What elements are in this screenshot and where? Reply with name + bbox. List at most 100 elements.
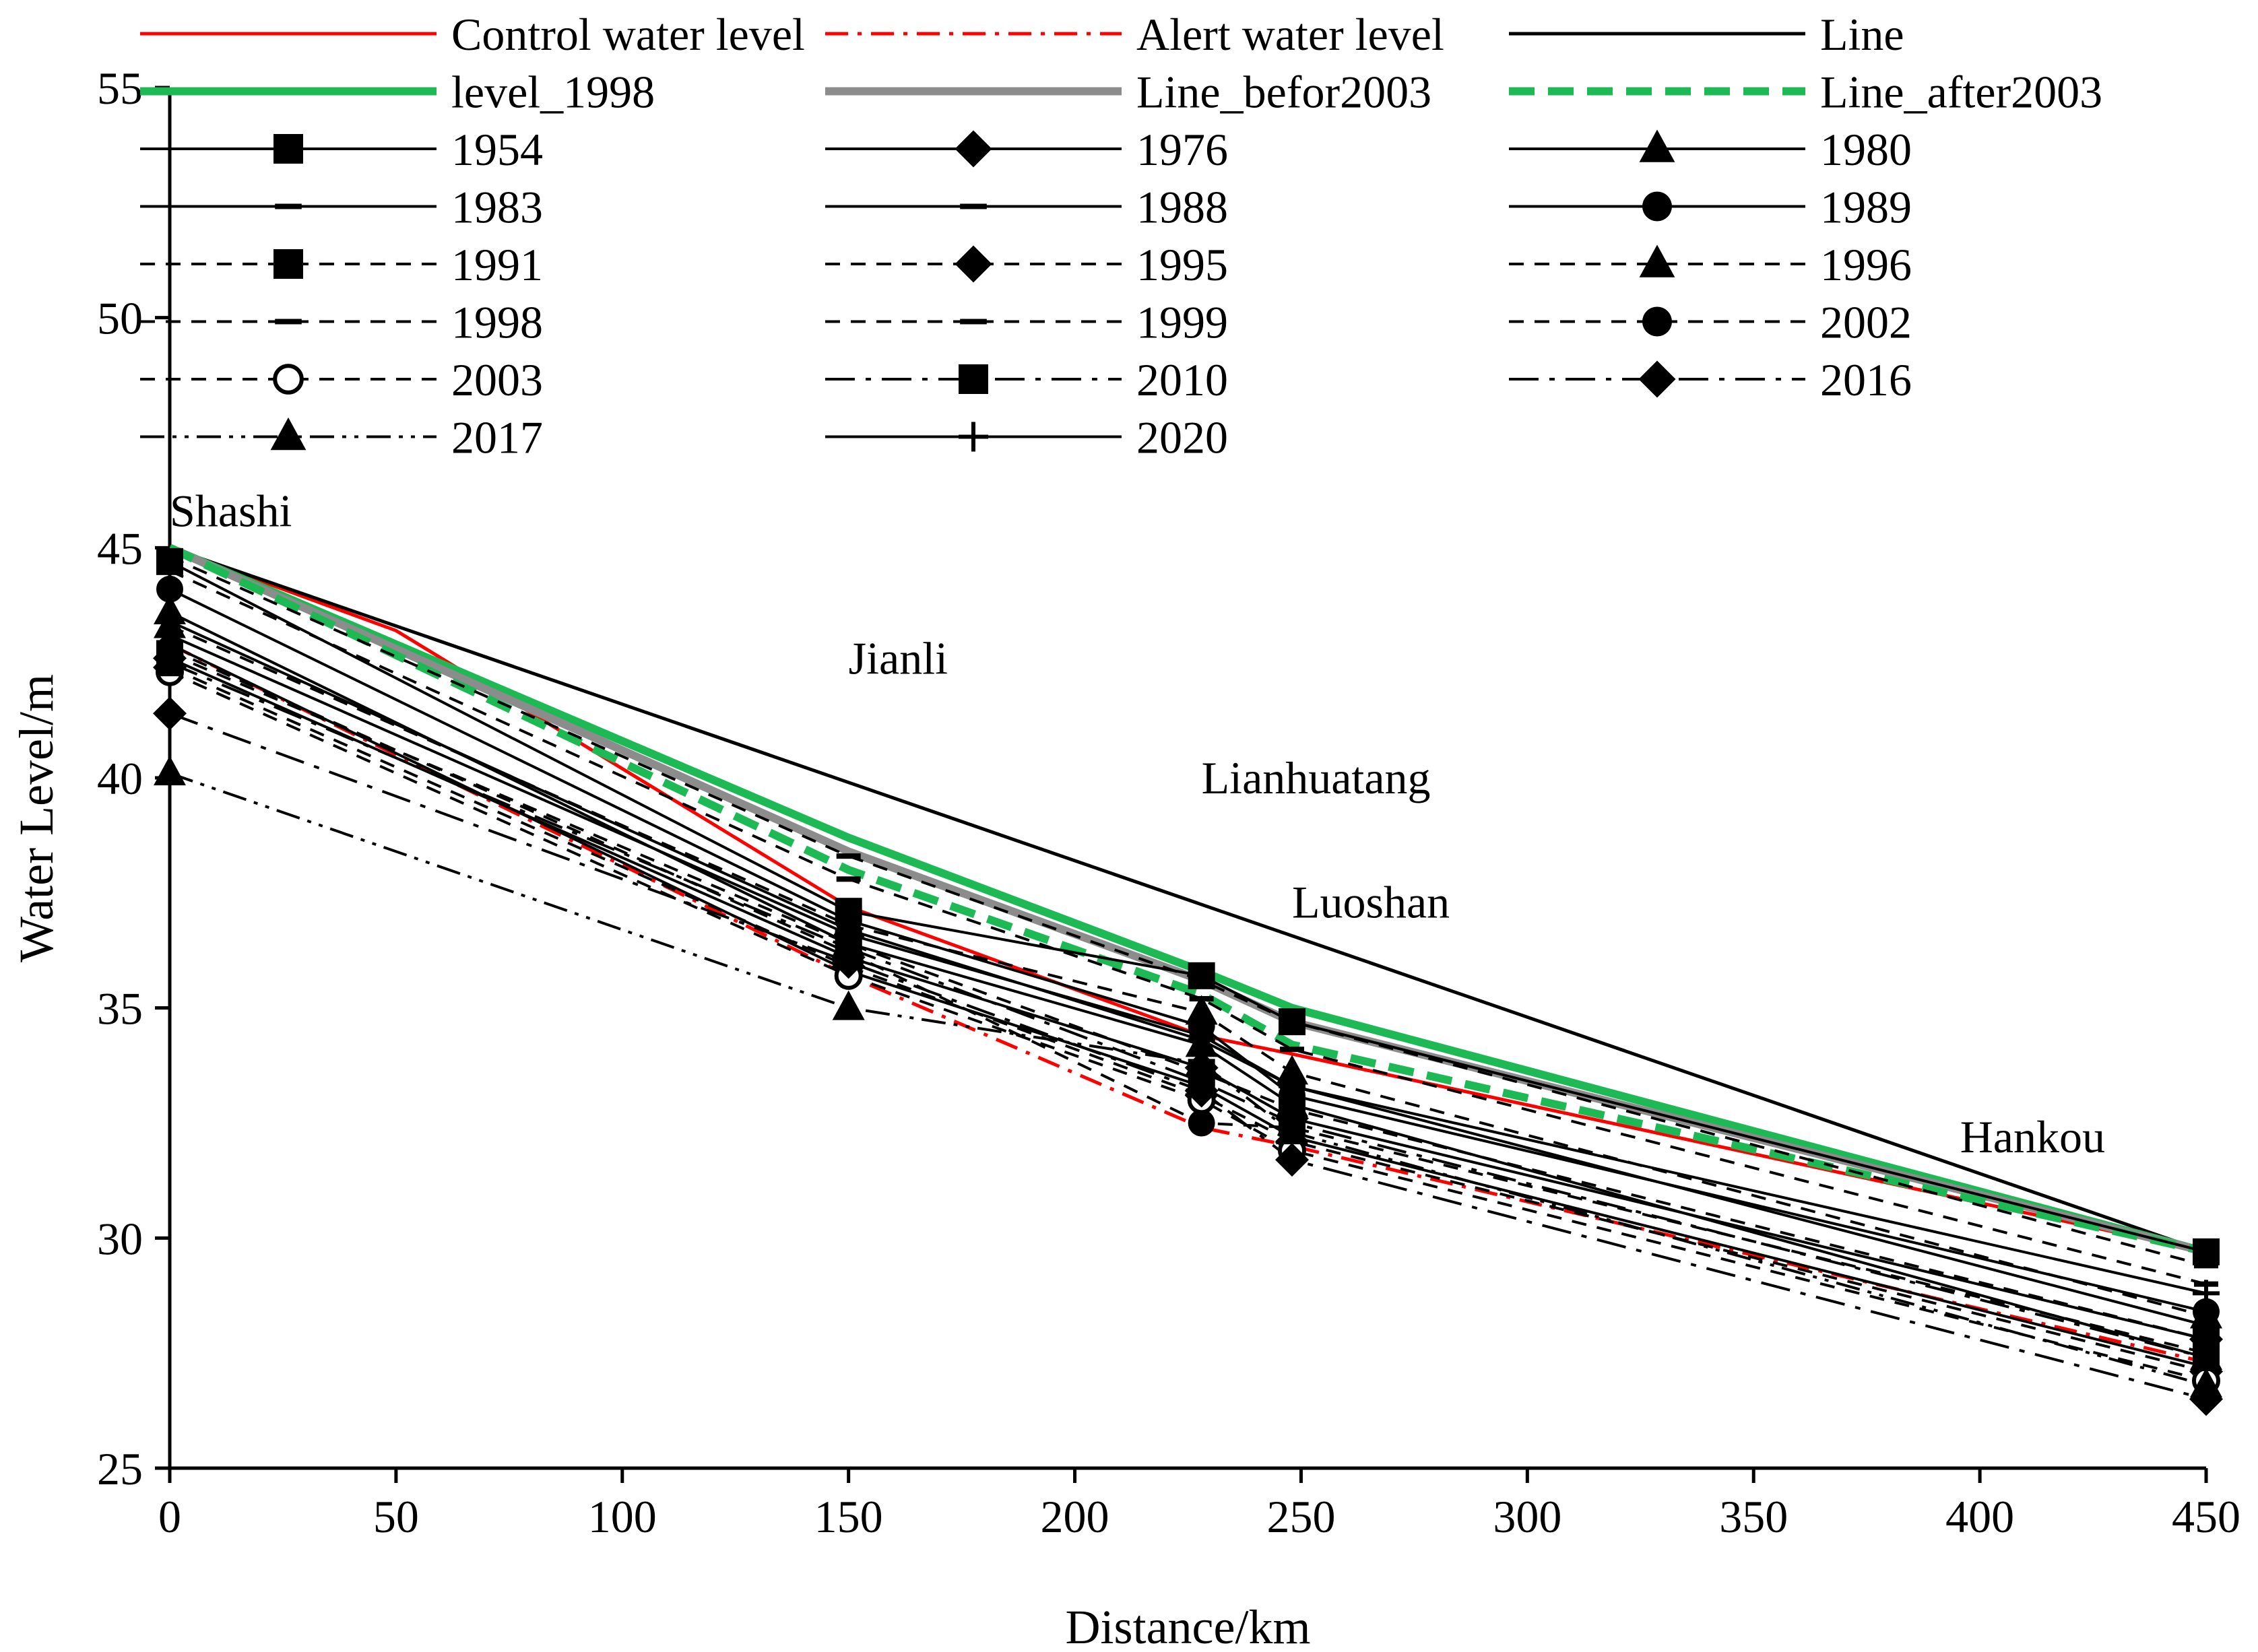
legend-label-1989: 1989 xyxy=(1820,182,1912,233)
legend-label-2010: 2010 xyxy=(1136,354,1228,405)
x-tick-label: 350 xyxy=(1719,1491,1788,1542)
series-line-alert-water-level xyxy=(168,642,2207,1364)
y-axis-title: Water Level/m xyxy=(9,674,63,962)
station-label-jianli: Jianli xyxy=(849,632,948,684)
data-point-2016 xyxy=(153,696,187,731)
data-point-2020 xyxy=(156,607,183,635)
data-point-2017 xyxy=(2190,1368,2222,1397)
data-point-2020 xyxy=(2193,1280,2220,1307)
series-line-2010 xyxy=(169,661,2207,1359)
x-tick-label: 400 xyxy=(1945,1491,2014,1542)
data-point-1996 xyxy=(1276,1055,1309,1085)
data-point-2016 xyxy=(1275,1143,1310,1177)
station-label-lianhuatang: Lianhuatang xyxy=(1202,752,1431,803)
data-point-1999 xyxy=(158,568,182,574)
y-tick-label: 35 xyxy=(97,983,143,1034)
data-point-1998 xyxy=(836,853,861,859)
data-point-1996 xyxy=(2190,1298,2222,1329)
legend-label-1980: 1980 xyxy=(1820,124,1912,175)
station-label-hankou: Hankou xyxy=(1960,1111,2105,1162)
legend-label-2003: 2003 xyxy=(451,354,543,405)
series-line-2002 xyxy=(169,647,2207,1355)
data-point-2017 xyxy=(1185,1045,1218,1076)
x-tick-label: 250 xyxy=(1266,1491,1335,1542)
y-tick-label: 50 xyxy=(97,293,143,344)
series-line-1999 xyxy=(169,569,2207,1286)
legend-label-2017: 2017 xyxy=(451,412,543,463)
data-point-2017 xyxy=(154,756,186,786)
series-line-line-after2003 xyxy=(168,543,2207,1256)
legend-label-alert-water-level: Alert water level xyxy=(1136,9,1444,60)
legend-marker-2002 xyxy=(1642,306,1672,337)
data-point-1998 xyxy=(2194,1263,2218,1269)
legend-marker-1995 xyxy=(955,245,992,283)
legend-label-level-1998: level_1998 xyxy=(451,67,655,118)
x-tick-label: 300 xyxy=(1493,1491,1561,1542)
data-point-1998 xyxy=(158,554,182,560)
legend-marker-1954 xyxy=(273,134,303,164)
legend-label-2020: 2020 xyxy=(1136,412,1228,463)
legend-label-2002: 2002 xyxy=(1820,297,1912,348)
legend-label-1999: 1999 xyxy=(1136,297,1228,348)
legend-label-1996: 1996 xyxy=(1820,239,1912,290)
data-point-2010 xyxy=(156,649,183,677)
legend-marker-1999 xyxy=(960,319,987,325)
data-point-1954 xyxy=(1188,962,1215,989)
station-label-luoshan: Luoshan xyxy=(1292,877,1450,928)
legend-marker-2003 xyxy=(273,364,304,395)
series-line-line xyxy=(169,546,2207,1254)
y-tick-label: 40 xyxy=(97,753,143,804)
legend-marker-2020 xyxy=(959,422,988,452)
data-point-1998 xyxy=(1189,977,1214,983)
data-point-2010 xyxy=(2193,1344,2220,1371)
y-tick-label: 25 xyxy=(97,1443,143,1494)
series-line-1954 xyxy=(169,560,2207,1253)
legend-marker-1991 xyxy=(273,249,303,279)
legend-label-1988: 1988 xyxy=(1136,182,1228,233)
data-point-1999 xyxy=(836,876,861,882)
x-tick-label: 450 xyxy=(2172,1491,2240,1542)
data-point-1954 xyxy=(2193,1238,2220,1265)
legend-label-2016: 2016 xyxy=(1820,354,1912,405)
x-tick-label: 50 xyxy=(373,1491,419,1542)
legend: Control water level Alert water level Line… xyxy=(140,9,2102,463)
legend-label-1983: 1983 xyxy=(451,182,543,233)
data-point-1996 xyxy=(1185,995,1218,1025)
legend-label-1976: 1976 xyxy=(1136,124,1228,175)
data-point-2020 xyxy=(835,916,862,944)
data-point-2016 xyxy=(831,945,866,979)
series-line-1991 xyxy=(169,652,2207,1341)
y-tick-label: 30 xyxy=(97,1213,143,1264)
marker-layer xyxy=(153,548,2223,1416)
legend-label-line: Line xyxy=(1820,9,1904,60)
legend-marker-1998 xyxy=(275,319,302,325)
x-tick-label: 150 xyxy=(814,1491,883,1542)
legend-marker-1980 xyxy=(1639,129,1675,162)
data-point-1998 xyxy=(1280,1019,1305,1025)
legend-label-line-befor2003: Line_befor2003 xyxy=(1136,67,1431,118)
data-point-2002 xyxy=(1188,1109,1215,1137)
series-line-1995 xyxy=(169,666,2207,1373)
data-point-1999 xyxy=(1280,1047,1305,1053)
x-tick-label: 0 xyxy=(158,1491,181,1542)
legend-marker-1976 xyxy=(955,130,992,168)
legend-marker-1988 xyxy=(960,203,987,209)
series-line-1998 xyxy=(169,556,2207,1267)
y-tick-label: 55 xyxy=(97,63,143,114)
x-axis-title: Distance/km xyxy=(1066,1600,1311,1652)
legend-label-1954: 1954 xyxy=(451,124,543,175)
y-tick-label: 45 xyxy=(97,523,143,574)
series-line-2020 xyxy=(169,620,2207,1295)
data-point-2017 xyxy=(832,990,865,1020)
legend-label-1991: 1991 xyxy=(451,239,543,290)
legend-marker-2010 xyxy=(959,364,988,394)
legend-marker-1983 xyxy=(275,203,302,209)
legend-marker-2017 xyxy=(270,417,307,451)
series-layer xyxy=(168,543,2207,1401)
legend-marker-1989 xyxy=(1642,191,1672,222)
legend-label-1995: 1995 xyxy=(1136,239,1228,290)
data-point-2020 xyxy=(1188,1026,1215,1054)
legend-marker-1996 xyxy=(1639,244,1675,277)
data-point-1999 xyxy=(1189,996,1214,1001)
